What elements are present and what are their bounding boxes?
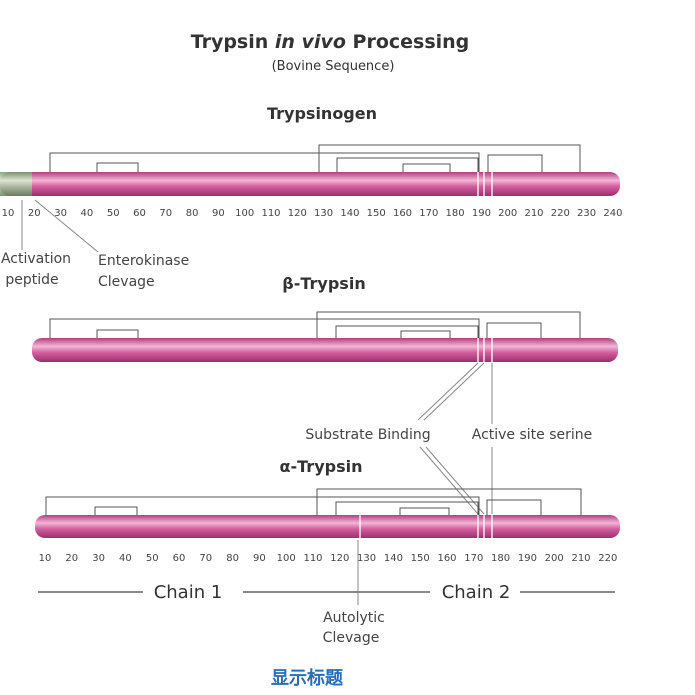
tick-label: 30 xyxy=(92,553,105,564)
tick-label: 180 xyxy=(491,553,510,564)
tick-label: 20 xyxy=(65,553,78,564)
tick-label: 170 xyxy=(419,208,438,219)
tick-label: 110 xyxy=(261,208,280,219)
tick-label: 100 xyxy=(235,208,254,219)
bonds xyxy=(49,144,581,172)
bonds xyxy=(49,311,581,338)
active-site-label: Active site serine xyxy=(472,427,593,443)
tick-label: 110 xyxy=(303,553,322,564)
trypsinogen-bar xyxy=(0,172,620,196)
tick-label: 100 xyxy=(277,553,296,564)
tick-label: 80 xyxy=(226,553,239,564)
activation-segment xyxy=(0,172,32,196)
tick-label: 230 xyxy=(577,208,596,219)
beta-label: β-Trypsin xyxy=(282,274,365,293)
tick-label: 210 xyxy=(571,553,590,564)
tick-label: 30 xyxy=(54,208,67,219)
tick-label: 120 xyxy=(330,553,349,564)
enterokinase-label: Clevage xyxy=(98,274,155,290)
tick-label: 20 xyxy=(28,208,41,219)
tick-label: 50 xyxy=(146,553,159,564)
tick-label: 90 xyxy=(253,553,266,564)
autolytic-label: Clevage xyxy=(323,630,380,646)
tick-label: 120 xyxy=(288,208,307,219)
tick-label: 220 xyxy=(551,208,570,219)
tick-label: 10 xyxy=(2,208,15,219)
bonds xyxy=(45,488,582,515)
tick-label: 40 xyxy=(81,208,94,219)
tick-label: 200 xyxy=(545,553,564,564)
subtitle: (Bovine Sequence) xyxy=(272,59,395,74)
tick-label: 70 xyxy=(199,553,212,564)
autolytic-label: Autolytic xyxy=(323,610,385,626)
tick-label: 150 xyxy=(411,553,430,564)
alpha-label: α-Trypsin xyxy=(280,457,363,476)
tick-label: 170 xyxy=(464,553,483,564)
tick-row: 10 20 30 40 50 60 70 80 90 100 110 120 130 140 150 160 1… xyxy=(39,553,618,564)
tick-label: 10 xyxy=(39,553,52,564)
tick-label: 130 xyxy=(314,208,333,219)
site-marks xyxy=(477,338,493,362)
tick-label: 90 xyxy=(212,208,225,219)
tick-label: 50 xyxy=(107,208,120,219)
tick-label: 40 xyxy=(119,553,132,564)
beta-bar xyxy=(32,338,618,362)
tick-label: 70 xyxy=(159,208,172,219)
tick-label: 220 xyxy=(598,553,617,564)
tick-label: 60 xyxy=(133,208,146,219)
tick-label: 190 xyxy=(472,208,491,219)
tick-label: 80 xyxy=(186,208,199,219)
trypsinogen-label: Trypsinogen xyxy=(267,104,377,123)
tick-label: 190 xyxy=(518,553,537,564)
enterokinase-label: Enterokinase xyxy=(98,253,189,269)
tick-label: 180 xyxy=(446,208,465,219)
tick-label: 140 xyxy=(340,208,359,219)
activation-label: Activation xyxy=(1,251,71,267)
tick-label: 160 xyxy=(393,208,412,219)
site-marks xyxy=(477,172,493,196)
chain2-label: Chain 2 xyxy=(442,582,511,603)
alpha-bar xyxy=(35,515,620,538)
chain1-label: Chain 1 xyxy=(154,582,223,603)
tick-label: 200 xyxy=(498,208,517,219)
tick-label: 60 xyxy=(173,553,186,564)
tick-row: 10 20 30 40 50 60 70 80 90 100 110 120 130 140 150 160 1… xyxy=(2,208,623,219)
footer-title: 显示标题 xyxy=(271,667,344,689)
activation-label: peptide xyxy=(5,272,58,288)
substrate-label: Substrate Binding xyxy=(305,427,430,443)
tick-label: 160 xyxy=(437,553,456,564)
tick-label: 140 xyxy=(384,553,403,564)
tick-label: 150 xyxy=(367,208,386,219)
site-marks xyxy=(359,515,493,538)
tick-label: 130 xyxy=(357,553,376,564)
tick-label: 210 xyxy=(524,208,543,219)
title: Trypsin in vivo Processing xyxy=(191,31,470,53)
tick-label: 240 xyxy=(603,208,622,219)
